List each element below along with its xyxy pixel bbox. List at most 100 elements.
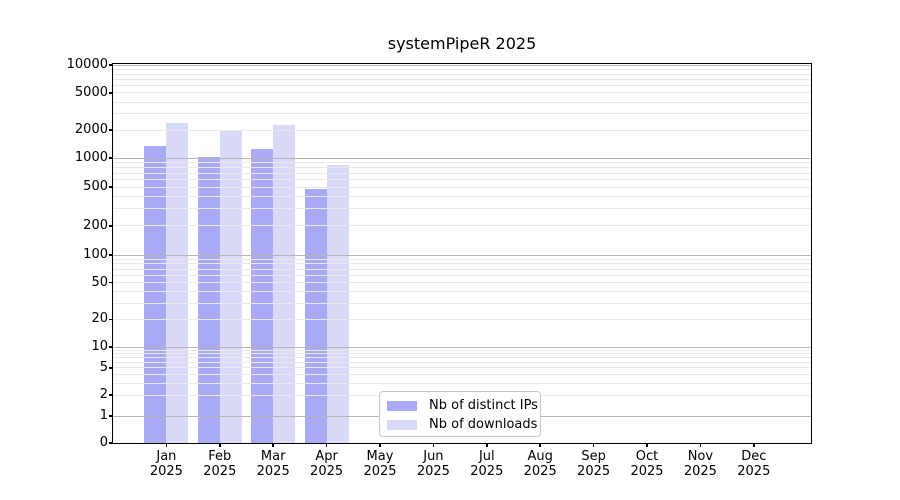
grid-line-4000 (113, 101, 811, 103)
legend-label: Nb of downloads (429, 417, 538, 432)
y-tick-mark (109, 157, 113, 159)
x-tick-mark (272, 443, 274, 447)
legend-swatch-nb-of-downloads (387, 419, 417, 430)
legend: Nb of distinct IPs Nb of downloads (379, 391, 541, 437)
x-tick-year: 2025 (470, 464, 504, 479)
x-tick-label: May 2025 (352, 449, 408, 479)
grid-line-10000 (113, 64, 811, 66)
x-tick-label: Jan 2025 (138, 449, 194, 479)
y-tick-label: 5000 (74, 85, 108, 101)
y-tick-label: 10 (91, 339, 108, 355)
x-tick-label: Sep 2025 (566, 449, 622, 479)
x-tick-month: May (366, 449, 394, 464)
grid-line-8000 (113, 73, 811, 75)
grid-line-600 (113, 179, 811, 181)
grid-line-700 (113, 172, 811, 174)
x-tick-mark (325, 443, 328, 447)
y-tick-label: 100 (83, 247, 108, 263)
grid-line-7 (113, 357, 811, 359)
grid-line-50 (113, 282, 811, 284)
bar-nb-of-distinct-ips-jan-2025 (144, 145, 167, 443)
x-tick-label: Jun 2025 (405, 449, 461, 479)
x-tick-year: 2025 (310, 464, 344, 479)
grid-line-60 (113, 274, 811, 276)
x-tick-mark (592, 443, 595, 447)
y-tick-label: 20 (91, 311, 108, 327)
y-tick-mark (109, 186, 113, 188)
x-tick-month: Nov (687, 449, 714, 464)
x-tick-mark (699, 443, 702, 447)
y-tick-label: 500 (83, 179, 108, 195)
x-tick-year: 2025 (737, 464, 771, 479)
x-tick-month: Aug (527, 449, 553, 464)
grid-line-90 (113, 258, 811, 260)
legend-label: Nb of distinct IPs (429, 398, 538, 413)
x-tick-month: Jan (156, 449, 177, 464)
grid-line-80 (113, 263, 811, 265)
x-tick-month: Feb (208, 449, 232, 464)
plot-border (112, 63, 812, 444)
x-tick-label: Jul 2025 (459, 449, 515, 479)
x-tick-mark (165, 443, 168, 447)
bar-nb-of-downloads-jan-2025 (166, 123, 189, 443)
x-tick-month: Oct (635, 449, 659, 464)
y-tick-label: 2000 (74, 122, 108, 138)
y-tick-mark (109, 415, 113, 417)
y-tick-label: 1000 (74, 150, 108, 166)
grid-line-1000 (113, 157, 811, 159)
bar-nb-of-downloads-apr-2025 (326, 164, 349, 443)
legend-row-nb-of-downloads: Nb of downloads (380, 415, 540, 434)
y-tick-mark (109, 254, 113, 256)
plot-area (112, 63, 812, 444)
x-tick-mark (219, 443, 221, 447)
y-tick-mark (109, 346, 113, 348)
x-tick-label: Dec 2025 (726, 449, 782, 479)
grid-line-3000 (113, 113, 811, 115)
y-tick-label: 200 (83, 217, 108, 233)
grid-line-70 (113, 268, 811, 270)
x-tick-label: Apr 2025 (299, 449, 355, 479)
x-tick-year: 2025 (416, 464, 450, 479)
x-tick-year: 2025 (630, 464, 664, 479)
x-tick-mark (646, 443, 648, 447)
x-tick-year: 2025 (363, 464, 397, 479)
y-tick-label: 2 (99, 387, 108, 403)
y-tick-mark (109, 394, 113, 396)
grid-line-300 (113, 208, 811, 210)
x-tick-year: 2025 (256, 464, 290, 479)
x-tick-label: Nov 2025 (672, 449, 728, 479)
y-tick-label: 50 (91, 274, 108, 290)
grid-line-100 (113, 254, 811, 256)
y-tick-mark (109, 281, 113, 284)
y-tick-label: 10000 (66, 57, 108, 73)
x-tick-label: Oct 2025 (619, 449, 675, 479)
grid-line-9 (113, 349, 811, 351)
chart-title: systemPipeR 2025 (387, 34, 537, 53)
y-tick-label: 1 (99, 408, 108, 424)
grid-line-6000 (113, 85, 811, 87)
x-tick-label: Mar 2025 (245, 449, 301, 479)
x-tick-month: Apr (315, 449, 338, 464)
grid-line-3 (113, 382, 811, 384)
grid-line-200 (113, 225, 811, 227)
bar-nb-of-distinct-ips-feb-2025 (197, 156, 220, 443)
grid-line-10 (113, 346, 811, 348)
y-tick-mark (109, 129, 113, 131)
x-tick-year: 2025 (577, 464, 611, 479)
x-tick-mark (539, 443, 541, 447)
grid-line-4 (113, 373, 811, 375)
y-tick-label: 0 (99, 435, 108, 451)
x-tick-month: Mar (260, 449, 286, 464)
grid-line-20 (113, 318, 811, 320)
x-tick-mark (486, 443, 488, 447)
x-tick-mark (753, 443, 755, 447)
x-tick-label: Feb 2025 (192, 449, 248, 479)
x-tick-month: Jul (478, 449, 495, 464)
x-tick-year: 2025 (203, 464, 237, 479)
grid-line-40 (113, 291, 811, 293)
x-tick-year: 2025 (149, 464, 183, 479)
y-tick-mark (109, 225, 113, 227)
grid-line-2000 (113, 129, 811, 131)
grid-line-8 (113, 353, 811, 355)
